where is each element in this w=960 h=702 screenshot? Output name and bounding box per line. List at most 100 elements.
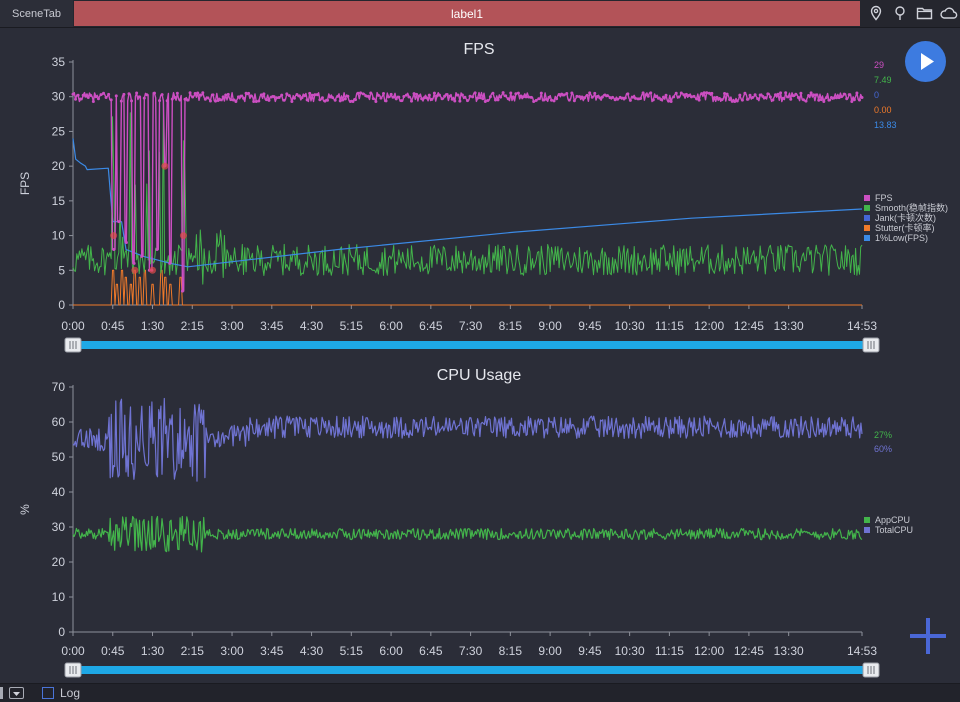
fps-point <box>473 91 477 95</box>
fps-point <box>542 98 546 102</box>
fps-point <box>567 98 571 102</box>
fps-point <box>135 91 139 95</box>
cpu-x-tick-label: 6:45 <box>419 644 443 658</box>
fps-point <box>252 100 256 104</box>
fps-point <box>399 99 403 103</box>
fps-point <box>453 99 457 103</box>
fps-point <box>310 93 314 97</box>
pin-icon[interactable] <box>890 3 910 23</box>
jank-marker <box>179 232 187 240</box>
fps-point <box>603 93 607 97</box>
fps-point <box>74 97 78 101</box>
dropdown-button[interactable] <box>9 687 24 699</box>
cpu-x-tick-label: 11:15 <box>655 644 684 658</box>
fps-point <box>96 97 100 101</box>
fps-point <box>585 93 589 97</box>
fps-legend-swatch <box>864 225 870 231</box>
fps-point <box>519 94 523 98</box>
fps-point <box>463 95 467 99</box>
fps-x-tick-label: 14:53 <box>847 319 877 333</box>
fps-point <box>689 95 693 99</box>
fps-point <box>575 94 579 98</box>
fps-point <box>539 91 543 95</box>
fps-point <box>740 98 744 102</box>
fps-point <box>832 96 836 100</box>
fps-point <box>557 93 561 97</box>
fps-point <box>315 93 319 97</box>
cpu-y-tick-label: 40 <box>52 485 66 499</box>
fps-point <box>723 92 727 96</box>
fps-x-tick-label: 4:30 <box>300 319 324 333</box>
fps-point <box>99 93 103 97</box>
cpu-x-tick-label: 0:45 <box>101 644 125 658</box>
fps-point <box>183 97 187 101</box>
cpu-range-handle-left[interactable] <box>64 662 82 678</box>
fps-point <box>605 94 609 98</box>
plus-icon <box>910 618 946 654</box>
cpu-x-tick-label: 12:45 <box>734 644 764 658</box>
fps-point <box>394 97 398 101</box>
fps-x-tick-label: 6:00 <box>379 319 403 333</box>
location-icon[interactable] <box>866 3 886 23</box>
fps-legend-label: 1%Low(FPS) <box>875 233 928 243</box>
fps-point <box>570 91 574 95</box>
fps-y-tick-label: 20 <box>52 159 66 173</box>
fps-point <box>425 96 429 100</box>
fps-point <box>76 93 80 97</box>
fps-point <box>364 94 368 98</box>
fps-point <box>471 95 475 99</box>
fps-point <box>633 96 637 100</box>
fps-point <box>343 97 347 101</box>
fps-point <box>168 261 172 265</box>
folder-icon[interactable] <box>914 3 934 23</box>
add-button[interactable] <box>908 616 948 656</box>
fps-point <box>318 98 322 102</box>
fps-point <box>175 91 179 95</box>
fps-range-slider-track[interactable] <box>73 341 876 349</box>
log-checkbox[interactable] <box>42 687 54 699</box>
fps-point <box>201 91 205 95</box>
top-bar: SceneTab label1 <box>0 0 960 28</box>
fps-range-handle-left[interactable] <box>64 337 82 353</box>
fps-point <box>308 91 312 95</box>
fps-point <box>501 91 505 95</box>
fps-point <box>404 93 408 97</box>
fps-point <box>338 99 342 103</box>
fps-point <box>506 97 510 101</box>
cpu-range-handle-right[interactable] <box>862 662 880 678</box>
fps-point <box>705 91 709 95</box>
fps-point <box>552 99 556 103</box>
fps-point <box>560 92 564 96</box>
fps-point <box>753 93 757 97</box>
fps-point <box>514 92 518 96</box>
fps-point <box>140 254 144 258</box>
fps-point <box>842 92 846 96</box>
left-edge-handle[interactable] <box>0 687 3 699</box>
cpu-y-tick-label: 10 <box>52 590 66 604</box>
active-label-tab[interactable]: label1 <box>74 1 860 26</box>
appcpu-series-line <box>72 515 863 553</box>
fps-range-handle-right[interactable] <box>862 337 880 353</box>
fps-point <box>807 94 811 98</box>
fps-point <box>132 261 136 265</box>
cpu-y-tick-label: 60 <box>52 415 66 429</box>
fps-point <box>659 97 663 101</box>
fps-y-tick-label: 35 <box>52 55 66 69</box>
fps-point <box>180 289 184 293</box>
scene-tab[interactable]: SceneTab <box>0 0 73 27</box>
fps-point <box>476 96 480 100</box>
fps-point <box>511 95 515 99</box>
play-button[interactable] <box>905 41 946 82</box>
cpu-range-slider-track[interactable] <box>73 666 876 674</box>
fps-point <box>516 91 520 95</box>
fps-point <box>583 96 587 100</box>
fps-point <box>695 97 699 101</box>
cloud-icon[interactable] <box>938 3 958 23</box>
fps-point <box>254 100 258 104</box>
jank-marker <box>149 266 157 274</box>
fps-point <box>415 92 419 96</box>
fps-point <box>247 91 251 95</box>
fps-point <box>384 99 388 103</box>
fps-point <box>203 97 207 101</box>
fps-point <box>231 98 235 102</box>
